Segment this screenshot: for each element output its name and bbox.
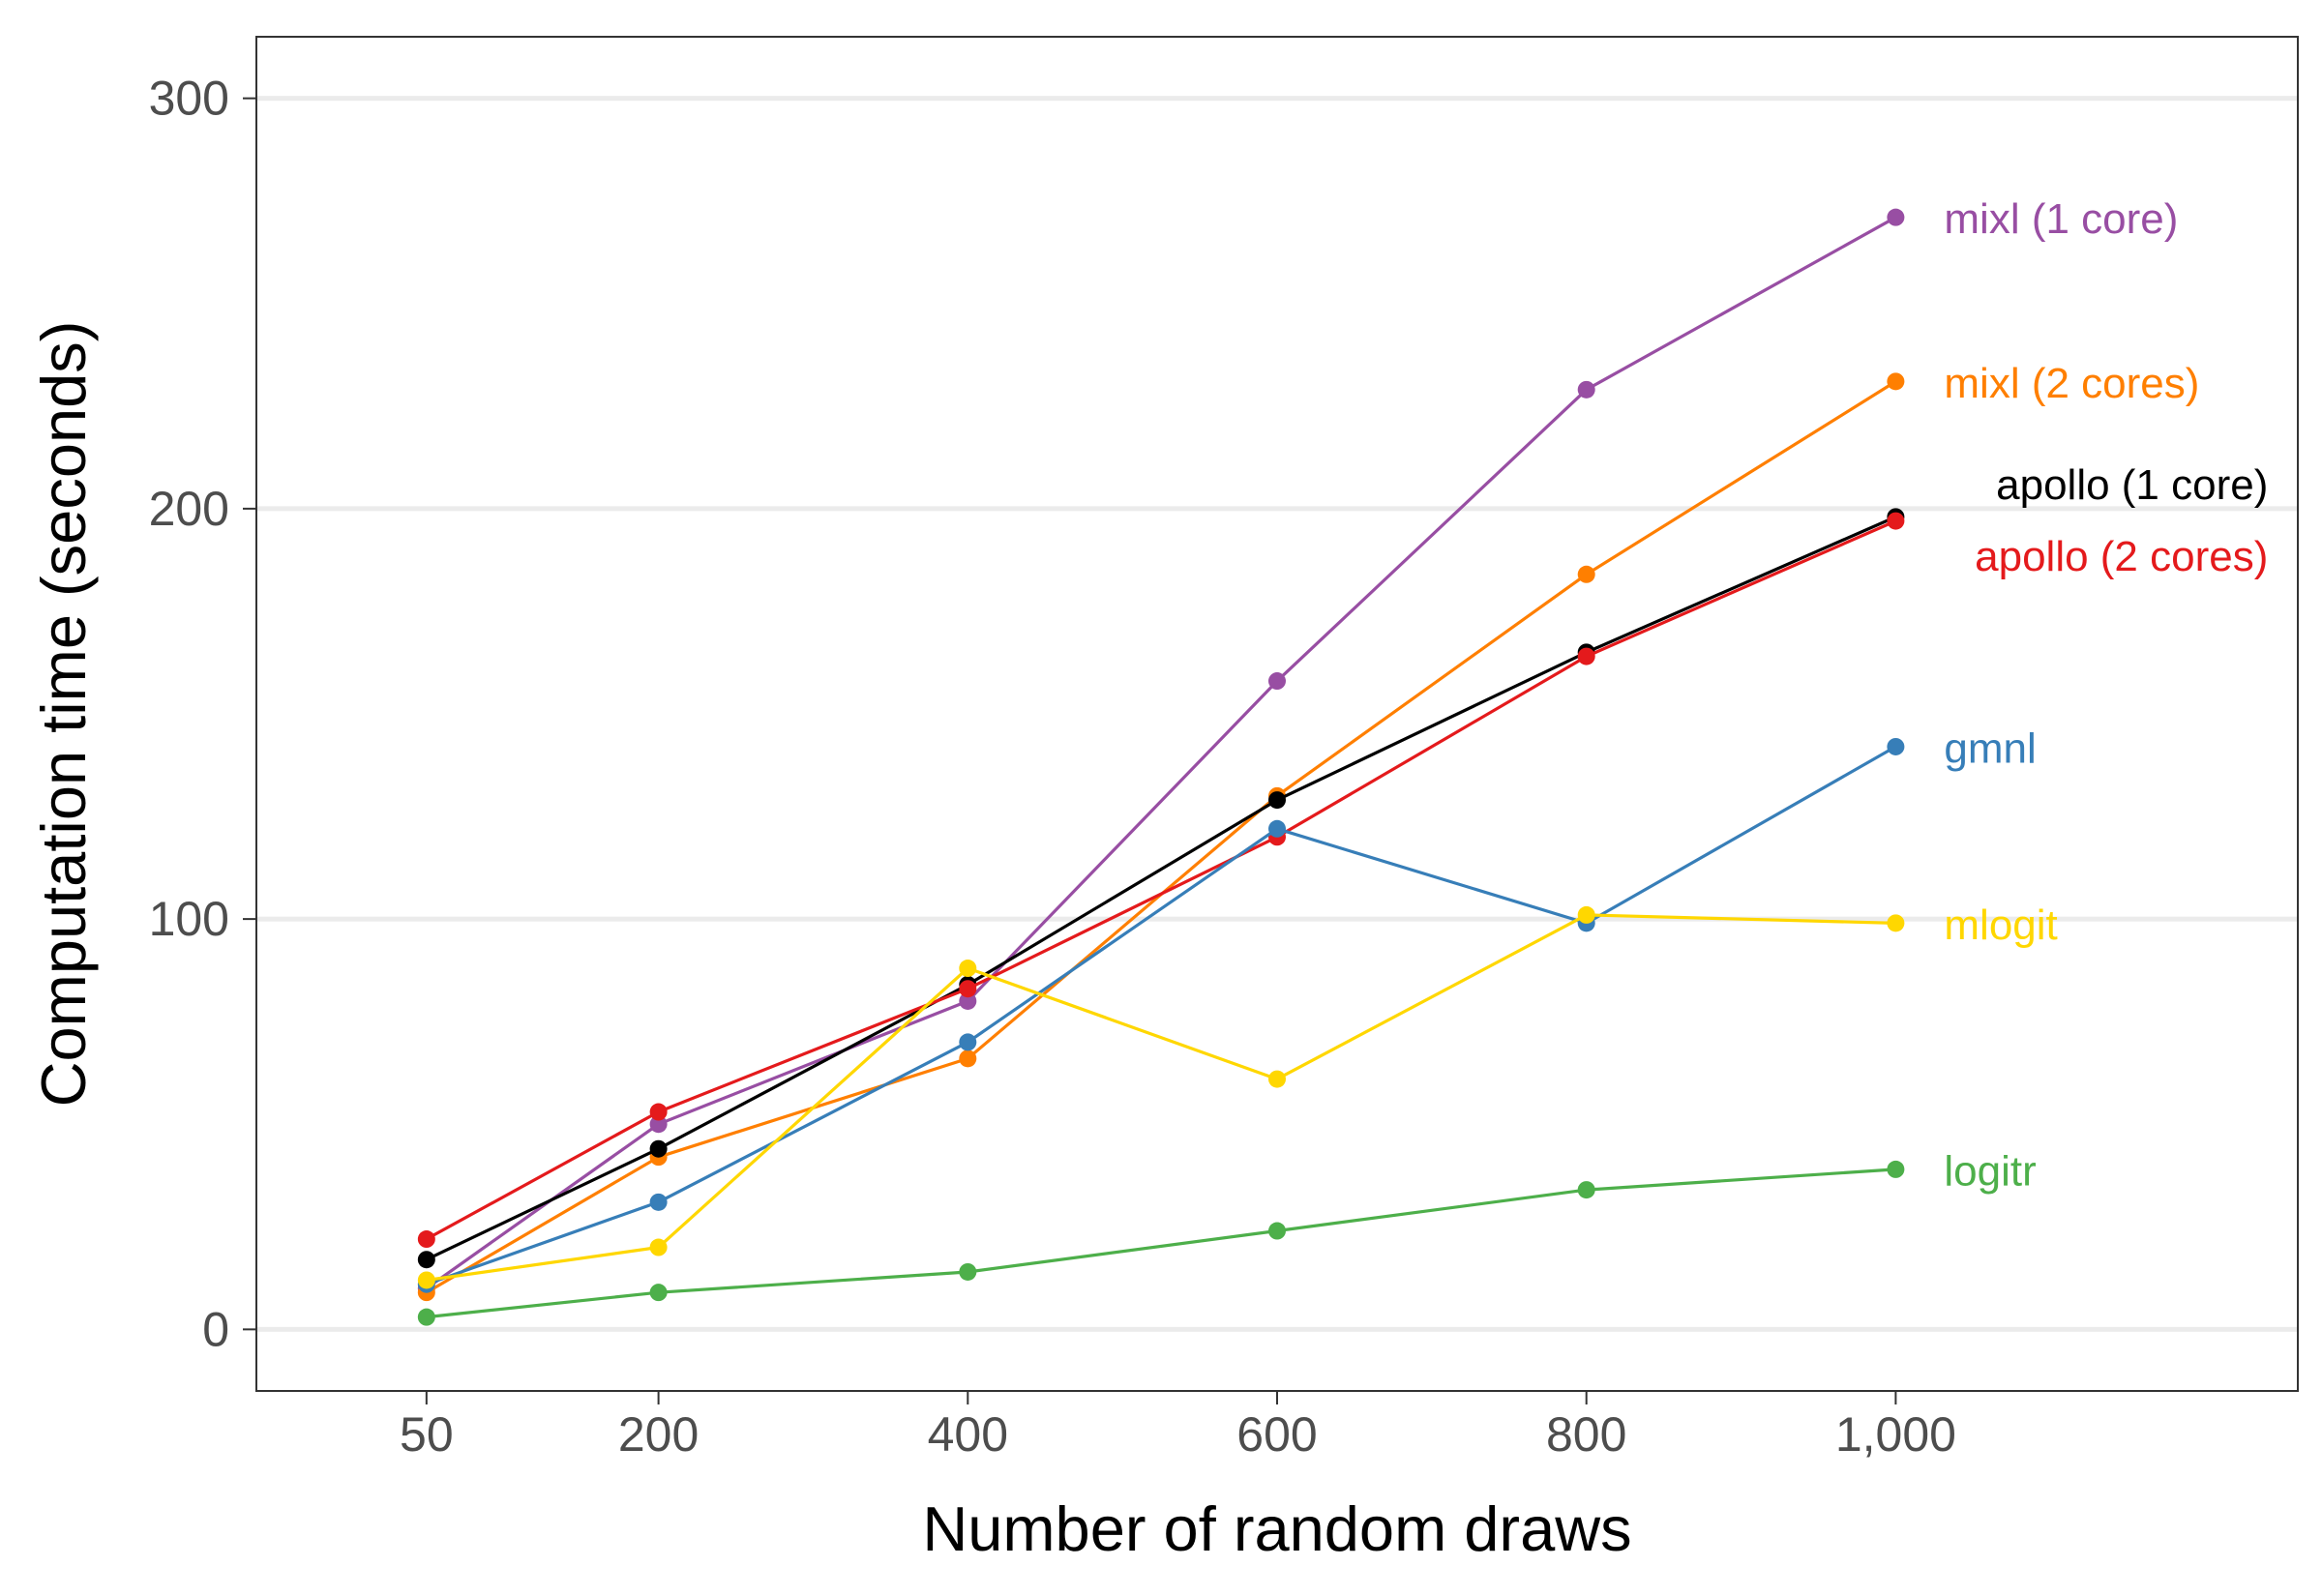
series-label-gmnl: gmnl: [1944, 724, 2036, 772]
series-line-apollo-2-cores: [426, 519, 1897, 1241]
y-tick-label: 0: [202, 1302, 229, 1356]
y-tick-label: 100: [149, 892, 229, 946]
data-point-apollo-2-cores: [1577, 647, 1595, 665]
y-tick-label: 200: [149, 482, 229, 536]
data-point-logitr: [417, 1308, 435, 1326]
data-point-logitr: [1577, 1181, 1595, 1199]
series-line-mixl-2-cores: [425, 380, 1897, 1294]
x-tick-label: 600: [1236, 1407, 1317, 1462]
data-point-logitr: [1268, 1222, 1286, 1240]
series-line-apollo-1-core: [426, 515, 1897, 1261]
data-point-mixl-2-cores: [1887, 372, 1905, 391]
series-line-mixl-1-core: [425, 216, 1897, 1290]
data-point-mixl-1-core: [1268, 672, 1286, 691]
x-tick-label: 200: [618, 1407, 699, 1462]
y-axis: 0 100 200 300: [149, 72, 256, 1356]
data-point-mlogit: [959, 960, 977, 978]
data-point-mlogit: [417, 1271, 435, 1289]
x-tick-label: 400: [928, 1407, 1008, 1462]
x-tick-label: 50: [400, 1407, 454, 1462]
data-point-mlogit: [649, 1238, 668, 1256]
data-point-mixl-2-cores: [1577, 565, 1595, 583]
series-label-apollo-2-cores: apollo (2 cores): [1975, 533, 2268, 580]
x-axis: 50 200 400 600 800 1,000: [400, 1391, 1956, 1462]
y-tick-label: 300: [149, 72, 229, 126]
data-point-mixl-1-core: [959, 991, 977, 1010]
data-point-apollo-1-core: [1268, 791, 1286, 810]
data-point-apollo-2-cores: [1887, 512, 1905, 530]
data-point-gmnl: [1268, 819, 1286, 838]
series-label-logitr: logitr: [1944, 1147, 2036, 1195]
data-point-mixl-1-core: [1887, 208, 1905, 226]
data-point-logitr: [649, 1284, 668, 1302]
gridlines: [256, 96, 2298, 1332]
data-point-mlogit: [1577, 905, 1595, 924]
series-line-gmnl: [426, 745, 1897, 1286]
data-point-apollo-1-core: [649, 1139, 668, 1158]
series-label-mixl-1-core: mixl (1 core): [1944, 195, 2178, 243]
x-tick-label: 1,000: [1835, 1407, 1956, 1462]
data-point-mlogit: [1268, 1070, 1286, 1088]
data-point-gmnl: [1887, 737, 1905, 755]
data-point-apollo-2-cores: [417, 1230, 435, 1249]
data-point-mixl-1-core: [1577, 380, 1595, 399]
y-axis-title: Computation time (seconds): [28, 321, 99, 1108]
data-point-gmnl: [959, 1033, 977, 1051]
data-point-gmnl: [649, 1193, 668, 1211]
x-axis-title: Number of random draws: [922, 1493, 1631, 1564]
data-point-mixl-1-core: [649, 1115, 668, 1134]
series-label-apollo-1-core: apollo (1 core): [1996, 461, 2268, 509]
data-point-logitr: [1887, 1160, 1905, 1178]
data-point-mlogit: [1887, 914, 1905, 932]
data-point-mixl-2-cores: [959, 1049, 977, 1068]
plot-series: [417, 208, 1905, 1326]
series-label-mlogit: mlogit: [1944, 901, 2057, 949]
series-line-mlogit: [426, 913, 1896, 1283]
x-tick-label: 800: [1546, 1407, 1626, 1462]
data-point-logitr: [959, 1262, 977, 1281]
series-labels: mixl (1 core) mixl (2 cores) apollo (1 cor…: [1944, 195, 2268, 1195]
series-line-logitr: [426, 1167, 1896, 1319]
series-label-mixl-2-cores: mixl (2 cores): [1944, 360, 2199, 407]
data-point-apollo-2-cores: [649, 1103, 668, 1121]
data-point-apollo-2-cores: [959, 980, 977, 998]
data-point-apollo-1-core: [417, 1251, 435, 1269]
